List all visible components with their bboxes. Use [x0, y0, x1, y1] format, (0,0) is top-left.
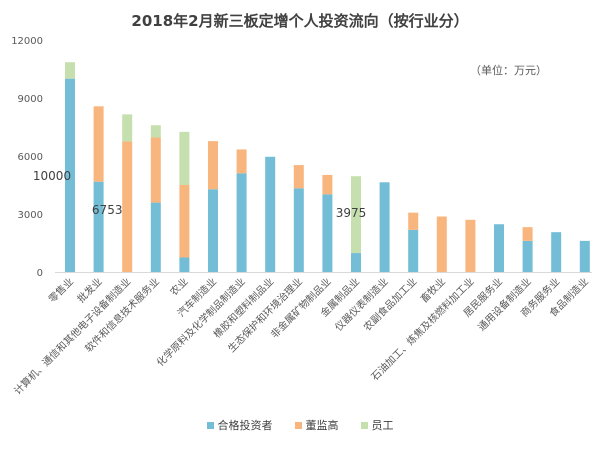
bar-segment-qualified [494, 224, 504, 272]
legend-item-qualified: 合格投资者 [206, 417, 273, 433]
bar-segment-employees [65, 62, 75, 79]
bar-segment-employees [179, 131, 190, 185]
data-label: 3975 [336, 206, 367, 220]
bar-segment-directors [322, 174, 333, 195]
bar-segment-qualified [179, 257, 190, 272]
bar-segment-directors [436, 216, 447, 272]
y-tick-label: 3000 [18, 210, 43, 221]
bar-segment-qualified [208, 189, 218, 272]
bar-segment-qualified [322, 194, 333, 272]
legend-label: 合格投资者 [217, 419, 273, 432]
y-tick-label: 6000 [18, 152, 43, 163]
legend-swatch [360, 422, 368, 429]
legend-swatch [206, 422, 214, 429]
legend-label: 员工 [371, 419, 394, 432]
bar-segment-directors [122, 141, 133, 272]
data-label: 6753 [92, 203, 123, 217]
bar-segment-qualified [293, 188, 304, 272]
legend-item-directors: 董监高 [294, 417, 339, 433]
bar-segment-directors [408, 212, 419, 230]
chart-title: 2018年2月新三板定增个人投资流向（按行业分） [131, 12, 469, 30]
x-tick-label: 农业 [167, 275, 190, 298]
bar-segment-qualified [236, 173, 247, 272]
x-tick-label: 计算机、通信和其他电子设备制造业 [11, 275, 133, 397]
bar-segment-qualified [265, 156, 276, 272]
legend-swatch [294, 422, 302, 429]
bar-segment-employees [351, 176, 361, 254]
bar-segment-qualified [351, 253, 361, 272]
bar-segment-directors [293, 165, 304, 189]
legend-item-employees: 员工 [360, 417, 394, 433]
y-tick-label: 12000 [11, 36, 43, 47]
y-tick-label: 9000 [18, 94, 43, 105]
x-tick-label: 石油加工、炼焦及核燃料加工业 [368, 275, 476, 383]
y-tick-label: 0 [37, 268, 43, 279]
data-label: 10000 [33, 169, 71, 183]
x-tick-label: 零售业 [46, 275, 76, 305]
bar-segment-qualified [150, 202, 161, 272]
bar-segment-employees [122, 114, 133, 142]
bar-segment-employees [150, 125, 161, 138]
bar-segment-qualified [93, 181, 104, 272]
bar-segment-qualified [379, 182, 390, 272]
bar-segment-directors [465, 219, 476, 272]
bar-segment-directors [522, 227, 533, 241]
bar-segment-directors [93, 106, 104, 182]
bar-segment-qualified [551, 232, 562, 272]
unit-note: （单位：万元） [470, 64, 547, 77]
legend-label: 董监高 [305, 419, 339, 432]
legend: 合格投资者 董监高 员工 [0, 417, 600, 433]
bar-segment-directors [150, 137, 161, 203]
bar-segment-qualified [579, 240, 590, 272]
bar-segment-directors [179, 185, 190, 258]
bar-segment-qualified [522, 240, 533, 272]
bar-segment-directors [208, 141, 218, 190]
bar-segment-qualified [65, 78, 75, 273]
bar-segment-directors [236, 149, 247, 174]
bar-segment-qualified [408, 229, 419, 272]
